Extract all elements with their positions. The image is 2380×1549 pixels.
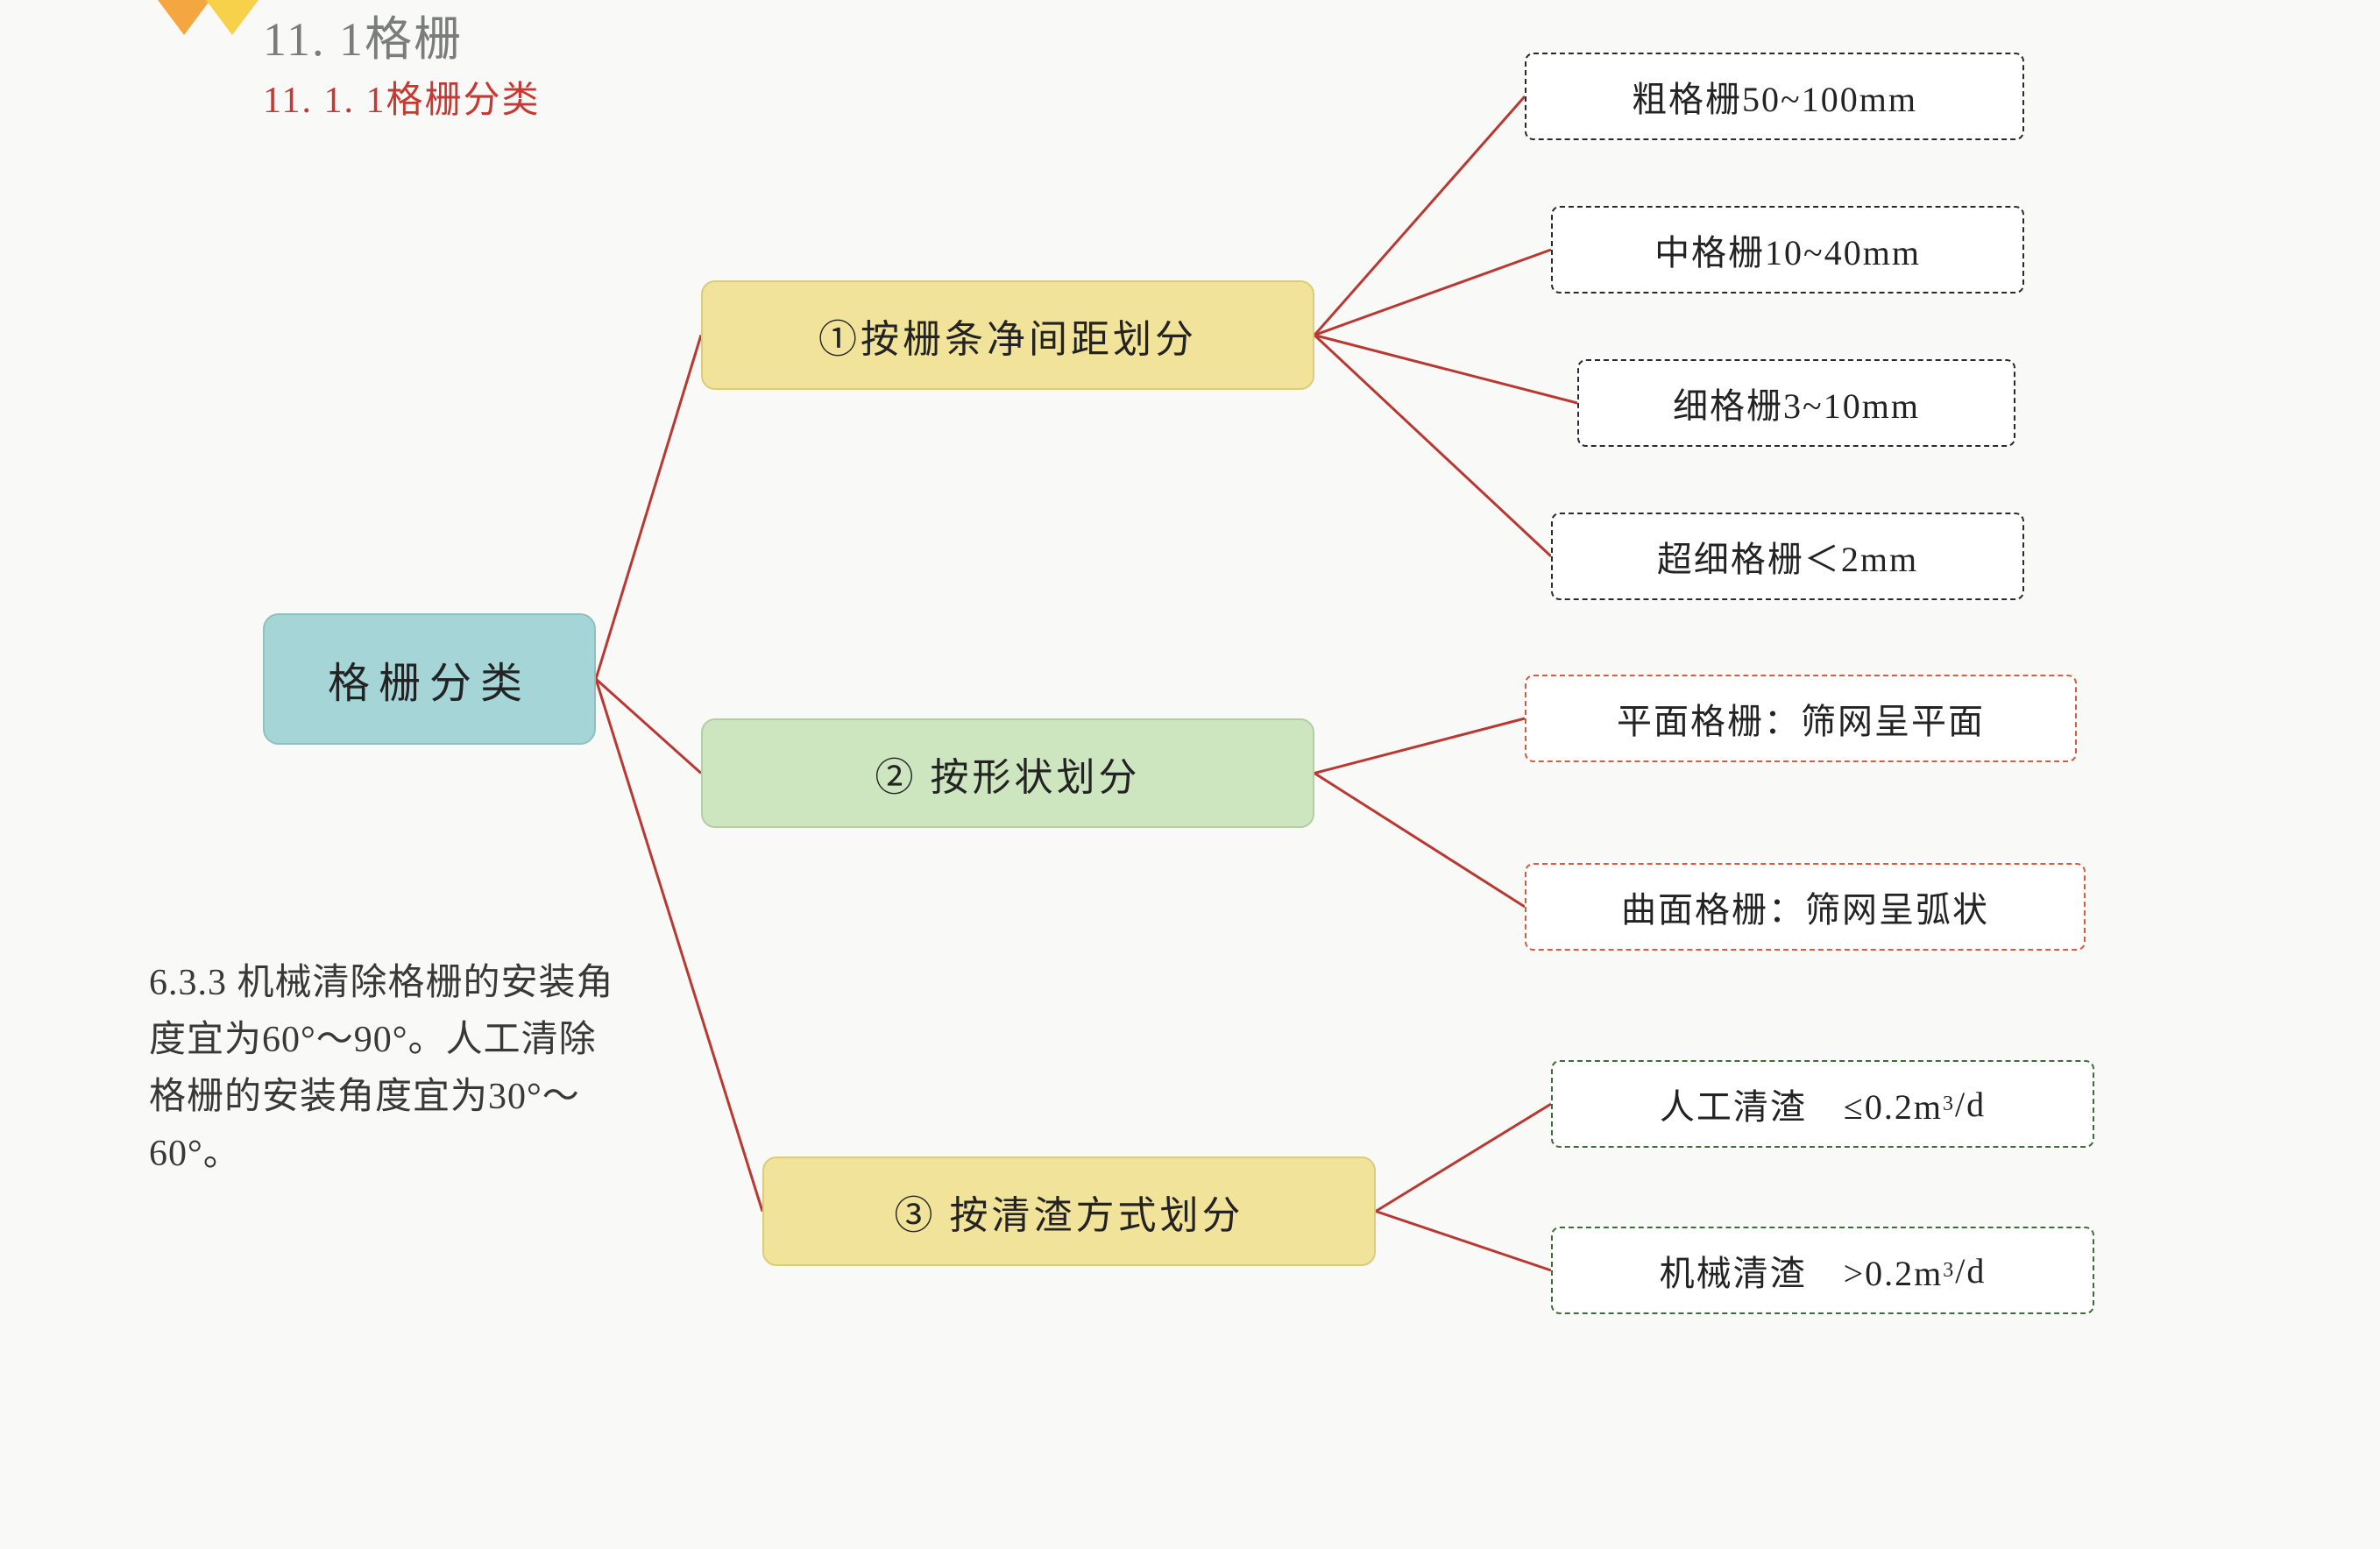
- leaf-node-3-1: 人工清渣 ≤0.2m3/d: [1551, 1060, 2094, 1148]
- leaf-node-2-2: 曲面格栅：筛网呈弧状: [1525, 863, 2086, 951]
- branch-node-2: ② 按形状划分: [701, 718, 1314, 828]
- leaf-node-2-1: 平面格栅：筛网呈平面: [1525, 675, 2077, 762]
- leaf-node-3-2: 机械清渣 >0.2m3/d: [1551, 1227, 2094, 1314]
- heading-sub: 11. 1. 1格栅分类: [263, 70, 540, 124]
- decor-diamond-1: [158, 0, 210, 35]
- branch-node-3: ③ 按清渣方式划分: [762, 1156, 1376, 1266]
- decor-diamond-2: [206, 0, 259, 35]
- leaf-node-1-3: 细格栅3~10mm: [1577, 359, 2015, 447]
- leaf-node-1-4: 超细格栅＜2mm: [1551, 513, 2024, 600]
- root-node: 格栅分类: [263, 613, 596, 745]
- footnote-text: 6.3.3 机械清除格栅的安装角度宜为60°～90°。人工清除格栅的安装角度宜为…: [149, 955, 622, 1183]
- leaf-node-1-1: 粗格栅50~100mm: [1525, 53, 2024, 140]
- branch-node-1: ①按栅条净间距划分: [701, 280, 1314, 390]
- leaf-node-1-2: 中格栅10~40mm: [1551, 206, 2024, 294]
- heading-main: 11. 1格栅: [263, 0, 463, 69]
